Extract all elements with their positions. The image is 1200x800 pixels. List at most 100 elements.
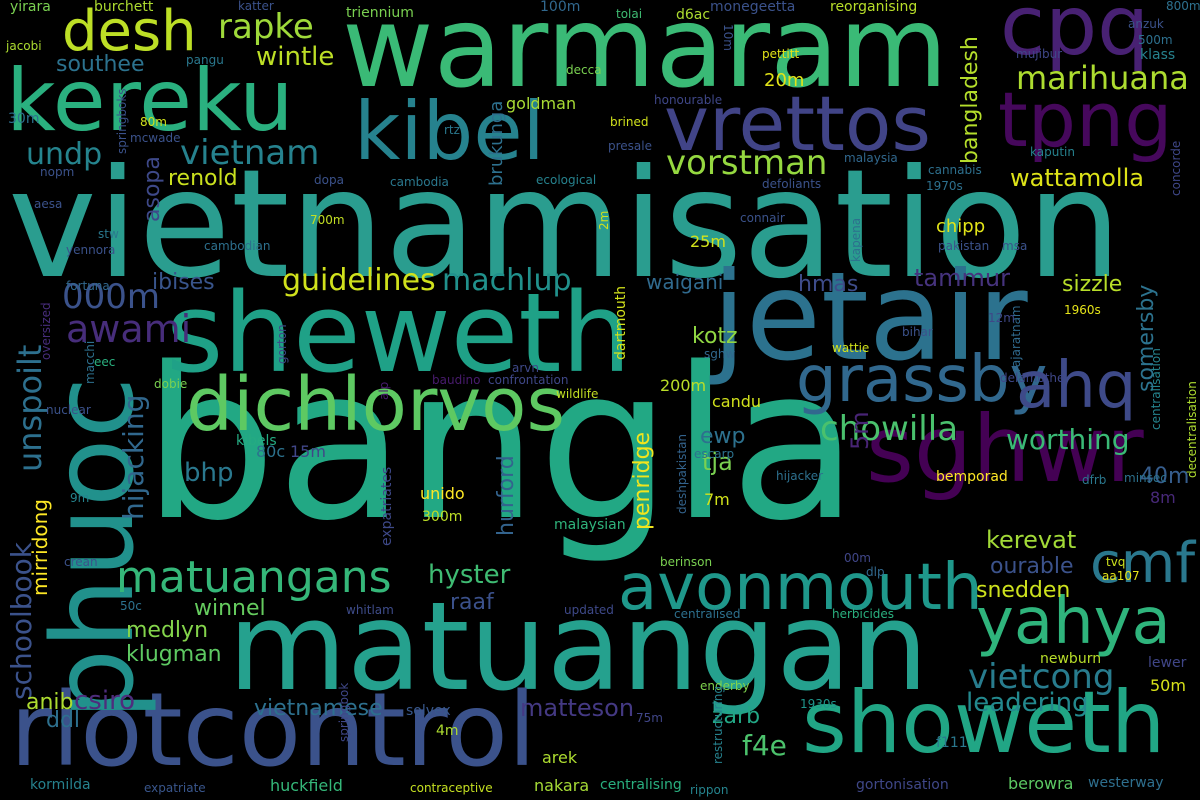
word: huckfield: [270, 776, 343, 795]
word: 80m: [140, 115, 167, 129]
word: fortuna: [66, 279, 110, 293]
word: avonmouth: [618, 551, 983, 625]
word: decca: [566, 63, 602, 77]
word: brined: [610, 115, 649, 129]
word: presale: [608, 139, 652, 153]
word: jetair: [712, 246, 1028, 388]
word: hyster: [428, 560, 511, 590]
word: stw: [98, 227, 119, 241]
word: decentralisation: [1185, 381, 1199, 478]
word: 75m: [636, 711, 663, 725]
word: chipp: [936, 216, 986, 237]
word: guidelines: [282, 263, 436, 298]
word: aa107: [1102, 569, 1140, 583]
word: unido: [420, 484, 465, 503]
word: alp: [377, 381, 391, 400]
word: dichlorvos: [186, 362, 565, 448]
word: honourable: [654, 93, 723, 107]
word: deshpakistan: [675, 433, 689, 514]
word: restructuring: [711, 686, 725, 764]
word: centralised: [674, 607, 741, 621]
word: expatriates: [379, 466, 395, 546]
word: pettitt: [762, 47, 800, 61]
word: yahya: [976, 585, 1171, 659]
word: anib: [26, 690, 74, 715]
word: 80c: [256, 442, 286, 461]
word: wildlife: [556, 387, 599, 401]
word: 500m: [1138, 33, 1173, 47]
word: sghw: [704, 347, 736, 361]
word: arek: [542, 748, 578, 767]
word: 1960s: [1064, 303, 1101, 317]
word: f111: [936, 735, 968, 751]
word: yennora: [66, 243, 116, 257]
word: brukunga: [486, 100, 507, 186]
word: herbicides: [832, 607, 895, 621]
word: riotcontrol: [10, 671, 537, 790]
word: 12m: [988, 311, 1015, 325]
word: burchett: [94, 0, 154, 15]
word: arvn: [512, 361, 539, 375]
word: cambodia: [390, 175, 449, 189]
word: lewer: [1148, 655, 1187, 671]
word: kaputin: [1030, 145, 1075, 159]
word: reorganising: [830, 0, 918, 15]
word: f4e: [742, 729, 787, 762]
word: cpq: [1000, 0, 1150, 74]
word: sghwr: [866, 396, 1144, 503]
word: crean: [64, 555, 98, 569]
word: dobie: [154, 377, 188, 391]
word: hurford: [494, 455, 519, 536]
word: whitlam: [346, 603, 394, 617]
word: vrettos: [664, 79, 932, 168]
word: kormilda: [30, 777, 91, 793]
word: tammur: [914, 264, 1010, 292]
word: warmaram: [342, 0, 948, 113]
word: klugman: [126, 642, 222, 667]
word: awami: [66, 307, 192, 351]
word: vorstman: [666, 143, 828, 183]
word: ourable: [990, 554, 1074, 579]
word: undp: [26, 137, 103, 172]
word: nakara: [534, 776, 590, 795]
word: 10m: [721, 24, 735, 51]
word: connair: [740, 211, 785, 225]
word: rippon: [690, 783, 729, 797]
word: anzuk: [1128, 17, 1164, 31]
word: cambodian: [204, 239, 271, 253]
word: nuclear: [46, 403, 91, 417]
word: sizzle: [1062, 272, 1123, 297]
word: hijacker: [776, 469, 824, 483]
word: oversized: [39, 302, 53, 360]
word: ibises: [152, 270, 215, 295]
word: springboks: [115, 88, 129, 154]
word: snedden: [976, 578, 1071, 603]
word: 1970s: [926, 179, 963, 193]
word: 100m: [540, 0, 581, 15]
word: berowra: [1008, 774, 1074, 793]
word: mcwade: [130, 131, 181, 145]
word: enderby: [700, 679, 750, 693]
word: raaf: [450, 590, 494, 615]
word: kibels: [236, 433, 277, 449]
word: unspoilt: [11, 344, 49, 472]
word: 000m: [62, 277, 161, 317]
word: 8m: [1150, 488, 1176, 507]
word: katter: [238, 0, 274, 13]
word: 200m: [660, 376, 707, 395]
word: southee: [56, 52, 145, 77]
word: 4m: [436, 723, 459, 739]
word: 2m: [597, 210, 611, 230]
word: 20m: [764, 70, 805, 91]
word: d6ac: [676, 7, 711, 23]
word: concorde: [1169, 140, 1183, 196]
word: triennium: [346, 5, 414, 21]
word: berinson: [660, 555, 713, 569]
word: csiro: [74, 686, 136, 716]
word: 25m: [690, 232, 726, 251]
word: wintle: [256, 42, 335, 72]
word: zarb: [712, 704, 761, 729]
word: candu: [712, 392, 762, 411]
word: matuangan: [228, 576, 929, 718]
word: defoliants: [762, 177, 822, 191]
